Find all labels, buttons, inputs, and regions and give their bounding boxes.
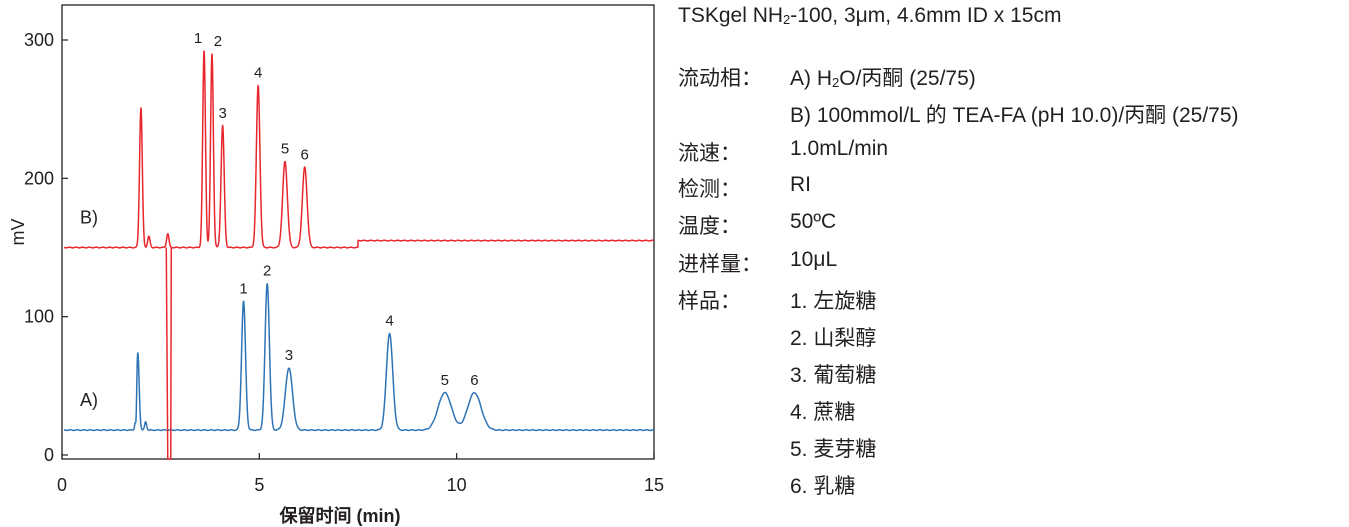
peak-label: 3: [218, 105, 226, 122]
x-tick-label: 0: [57, 475, 67, 495]
mobile-phase-a: A) H2O/丙酮 (25/75): [790, 67, 976, 90]
sample-item: 4. 蔗糖: [790, 401, 856, 424]
mobile-phase-label: 流动相：: [678, 67, 762, 90]
sample-item: 6. 乳糖: [790, 475, 856, 498]
x-tick-label: 15: [644, 475, 664, 495]
chromatogram-traces: [63, 50, 655, 460]
trace-b: [63, 50, 655, 249]
y-tick-label: 200: [24, 168, 54, 188]
mobile-phase-b: B) 100mmol/L 的 TEA-FA (pH 10.0)/丙酮 (25/7…: [790, 104, 1239, 127]
flow-label: 流速：: [678, 142, 741, 165]
plot-frame: [61, 4, 655, 460]
peak-label: 6: [470, 372, 478, 389]
trace-b-negative-spike: [165, 247, 173, 460]
detection-label: 检测：: [678, 178, 741, 201]
y-tick-label: 0: [44, 445, 54, 465]
x-tick-label: 5: [254, 475, 264, 495]
flow-value: 1.0mL/min: [790, 137, 889, 160]
y-tick-label: 100: [24, 307, 54, 327]
sample-item: 2. 山梨醇: [790, 327, 877, 350]
peak-label: 4: [385, 312, 393, 329]
peak-label: 4: [254, 65, 262, 82]
conditions-panel: TSKgel NH2-100, 3μm, 4.6mm ID x 15cm 流动相…: [678, 0, 1348, 527]
peak-label: 2: [263, 262, 271, 279]
detection-value: RI: [790, 173, 811, 196]
series-label: B): [80, 208, 98, 228]
peak-label: 5: [441, 372, 449, 389]
temperature-label: 温度：: [678, 215, 741, 238]
series-label: A): [80, 390, 98, 410]
column-title: TSKgel NH2-100, 3μm, 4.6mm ID x 15cm: [678, 4, 1062, 27]
temperature-value: 50ºC: [790, 210, 837, 233]
x-axis-label: 保留时间 (min): [279, 505, 401, 526]
trace-a: [63, 283, 655, 432]
sample-item: 1. 左旋糖: [790, 290, 877, 313]
sample-item: 5. 麦芽糖: [790, 438, 877, 461]
y-tick-label: 300: [24, 30, 54, 50]
peak-label: 1: [239, 280, 247, 297]
peak-label: 1: [194, 30, 202, 47]
sample-label: 样品：: [678, 290, 741, 313]
sample-item: 3. 葡萄糖: [790, 364, 877, 387]
peak-label: 3: [285, 347, 293, 364]
injection-value: 10μL: [790, 248, 838, 271]
peak-label: 6: [301, 146, 309, 163]
y-axis-label: mV: [8, 219, 28, 246]
peak-label: 5: [281, 141, 289, 158]
peak-label: 2: [214, 33, 222, 50]
injection-label: 进样量：: [678, 253, 762, 276]
x-tick-label: 10: [447, 475, 467, 495]
